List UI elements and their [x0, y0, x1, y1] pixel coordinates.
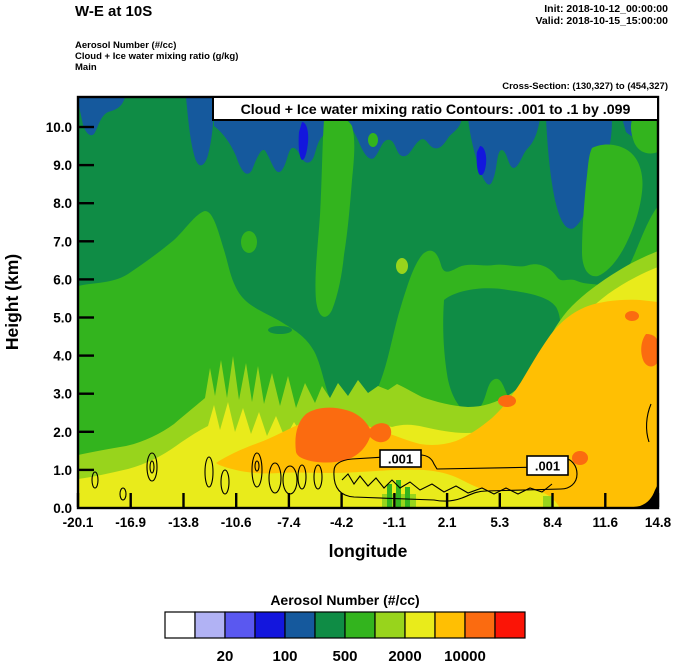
contour-label-1: .001	[379, 449, 422, 468]
plot-title: Cloud + Ice water mixing ratio Contours:…	[241, 102, 631, 118]
colorbar-cell	[314, 611, 346, 639]
x-tick: -4.2	[330, 515, 353, 530]
colorbar-label: 100	[272, 648, 297, 665]
colorbar-label: 2000	[388, 648, 421, 665]
colorbar-cell	[344, 611, 376, 639]
y-tick: 4.0	[53, 349, 72, 364]
y-tick: 9.0	[53, 158, 72, 173]
x-tick: -20.1	[63, 515, 94, 530]
x-tick: -13.8	[168, 515, 199, 530]
colorbar: Aerosol Number (#/cc) 20 100 500 2000 10…	[164, 592, 526, 665]
cloud-contour-lines	[91, 403, 652, 502]
valid-time-label: Valid: 2018-10-15_15:00:00	[535, 15, 668, 27]
colorbar-cell	[284, 611, 316, 639]
field-surface-streaks	[382, 480, 553, 508]
x-tick: -7.4	[277, 515, 301, 530]
contour-label-2: .001	[526, 455, 569, 476]
contour-label-text: .001	[388, 452, 413, 467]
colorbar-cells	[164, 611, 526, 639]
field-line-cloud: Cloud + Ice water mixing ratio (g/kg)	[75, 51, 238, 62]
colorbar-label: 500	[332, 648, 357, 665]
y-tick: 1.0	[53, 463, 72, 478]
colorbar-cell	[434, 611, 466, 639]
axis-ticks	[76, 125, 660, 507]
y-tick-labels: 0.0 1.0 2.0 3.0 4.0 5.0 6.0 7.0 8.0 9.0 …	[46, 120, 72, 516]
field-line-domain: Main	[75, 62, 97, 73]
y-tick: 8.0	[53, 196, 72, 211]
x-tick-labels: -20.1 -16.9 -13.8 -10.6 -7.4 -4.2 -1.1 2…	[63, 515, 672, 530]
colorbar-cell	[494, 611, 526, 639]
colorbar-cell	[404, 611, 436, 639]
contour-label-text: .001	[535, 459, 560, 474]
contour-plot: .001 .001 Clou	[76, 95, 660, 510]
x-axis-title: longitude	[329, 541, 408, 561]
x-tick: 8.4	[543, 515, 562, 530]
y-tick: 0.0	[53, 501, 72, 516]
x-tick: 2.1	[438, 515, 457, 530]
field-blue-patches	[78, 97, 658, 229]
init-time-label: Init: 2018-10-12_00:00:00	[544, 3, 668, 15]
field-orange-maxima	[295, 311, 658, 465]
field-brightblue-streaks	[298, 122, 487, 176]
y-tick: 7.0	[53, 234, 72, 249]
colorbar-tick-labels: 20 100 500 2000 10000	[217, 648, 486, 665]
y-tick: 3.0	[53, 387, 72, 402]
x-tick: -10.6	[221, 515, 252, 530]
colorbar-cell	[254, 611, 286, 639]
colorbar-cell	[374, 611, 406, 639]
y-tick: 6.0	[53, 272, 72, 287]
colorbar-cell	[164, 611, 196, 639]
colorbar-cell	[464, 611, 496, 639]
colorbar-label: 10000	[444, 648, 486, 665]
colorbar-cell	[194, 611, 226, 639]
field-lime-dot	[396, 258, 408, 274]
y-axis-title: Height (km)	[2, 254, 22, 350]
x-tick: 14.8	[645, 515, 672, 530]
plot-title-box: Cloud + Ice water mixing ratio Contours:…	[212, 96, 659, 121]
cross-section-label: Cross-Section: (130,327) to (454,327)	[502, 81, 668, 92]
terrain-wedge	[628, 484, 658, 508]
x-tick: -16.9	[115, 515, 146, 530]
page-title: W-E at 10S	[75, 3, 152, 20]
y-tick: 2.0	[53, 425, 72, 440]
x-tick: -1.1	[383, 515, 407, 530]
field-line-aerosol: Aerosol Number (#/cc)	[75, 40, 176, 51]
colorbar-cell	[224, 611, 256, 639]
x-tick: 11.6	[593, 515, 619, 530]
colorbar-title: Aerosol Number (#/cc)	[270, 592, 419, 608]
y-tick: 5.0	[53, 311, 72, 326]
y-tick: 10.0	[46, 120, 72, 135]
x-tick: 5.3	[490, 515, 509, 530]
colorbar-label: 20	[217, 648, 234, 665]
